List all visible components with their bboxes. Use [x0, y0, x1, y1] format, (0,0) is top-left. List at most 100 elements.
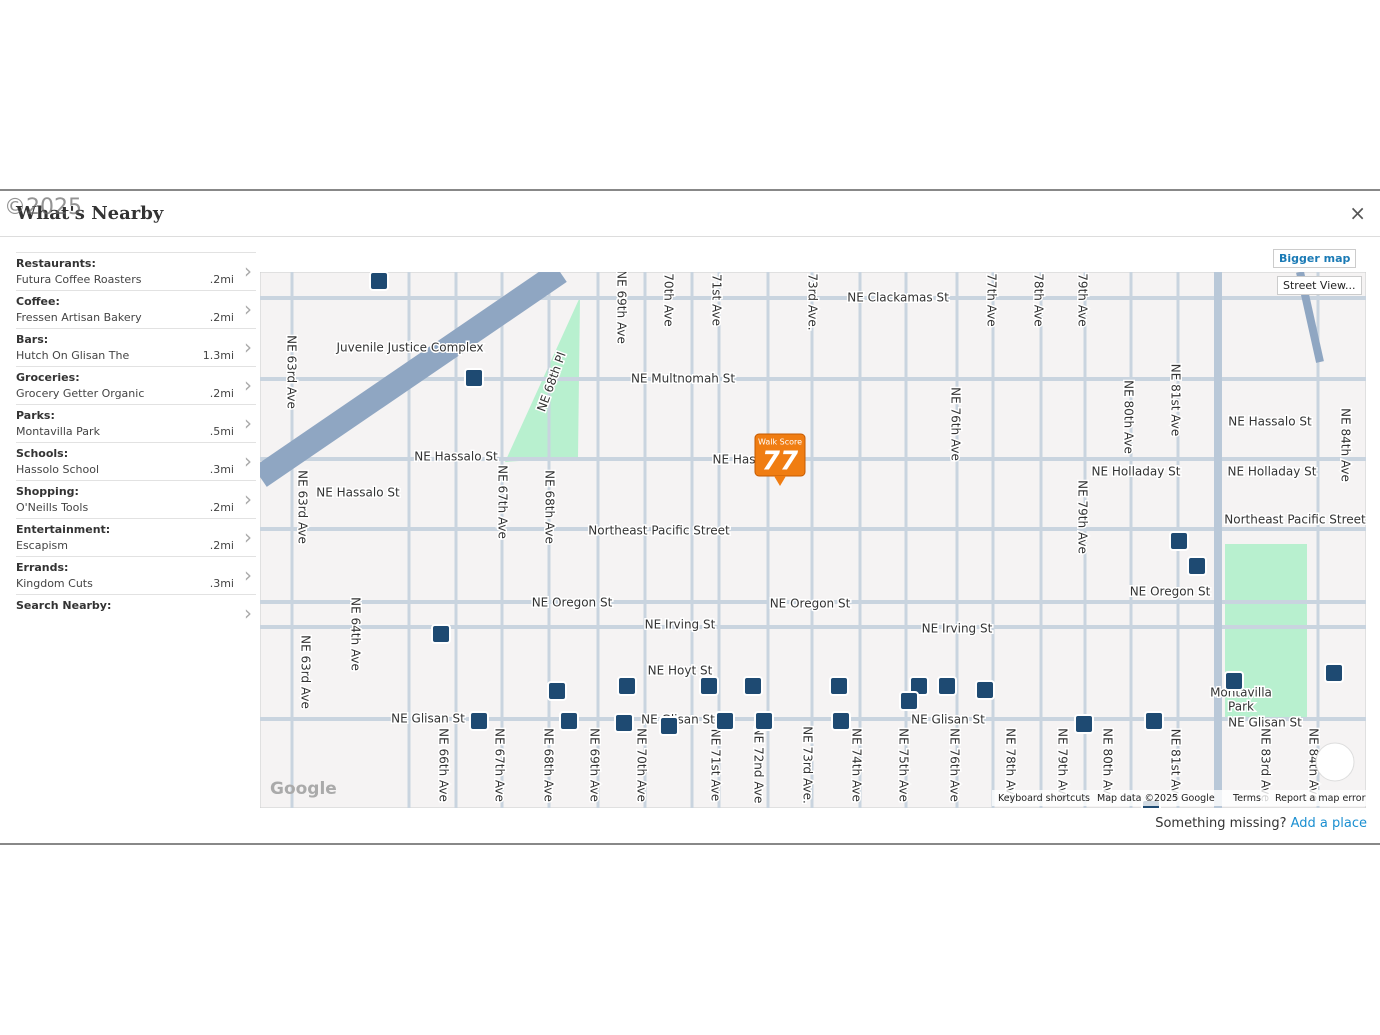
street-label: NE 69th Ave — [615, 272, 629, 344]
street-label: NE Hassalo St — [316, 486, 400, 500]
street-label: NE Has — [712, 453, 755, 467]
poi-icon — [831, 711, 851, 731]
street-label: NE 71st Ave — [709, 729, 723, 801]
attribution: Terms — [1232, 793, 1261, 804]
street-label: NE 68th Ave — [542, 728, 556, 802]
poi-icon — [829, 676, 849, 696]
street-view-button[interactable]: Street View... — [1277, 276, 1362, 295]
distance: .5mi — [209, 425, 234, 438]
freeway — [260, 272, 567, 487]
street-label: NE 72nd Ave — [752, 727, 766, 804]
category: Entertainment: — [16, 523, 111, 536]
close-button[interactable]: × — [1349, 201, 1366, 225]
poi-icon — [464, 368, 484, 388]
arrow: › — [244, 297, 252, 321]
distance: .2mi — [209, 539, 234, 552]
poi-icon — [547, 681, 567, 701]
modal: What's Nearby ©2025 × Restaurants: Futura… — [0, 189, 1380, 845]
place: Fressen Artisan Bakery — [16, 311, 142, 324]
poi-icon — [559, 711, 579, 731]
arrow: › — [244, 411, 252, 435]
poi-icon — [1169, 531, 1189, 551]
arrow: › — [244, 373, 252, 397]
street-label: 79th Ave — [1076, 273, 1090, 326]
walk-score-pointer — [774, 476, 786, 486]
arrow: › — [244, 563, 252, 587]
divider — [0, 236, 1380, 237]
distance: 1.3mi — [202, 349, 234, 362]
poi-icon — [1224, 671, 1244, 691]
map[interactable]: NE Clackamas St NE Multnomah St NE Hassalo… — [260, 272, 1366, 808]
nearby-item[interactable]: Groceries: Grocery Getter Organic .2mi › — [16, 366, 256, 404]
category: Parks: — [16, 409, 55, 422]
nearby-item[interactable]: Schools: Hassolo School .3mi › — [16, 442, 256, 480]
category: Search Nearby: — [16, 599, 112, 612]
street-label: 77th Ave — [985, 273, 999, 326]
street-label: NE 78th Ave — [1004, 728, 1018, 802]
street-label: NE Glisan St — [911, 713, 985, 727]
street-label: NE Glisan St — [391, 712, 465, 726]
google-logo: Google — [270, 779, 337, 799]
category: Bars: — [16, 333, 49, 346]
street-label: NE Hassalo St — [414, 450, 498, 464]
footer: Something missing? Add a place — [1155, 816, 1367, 831]
place: Futura Coffee Roasters — [16, 273, 142, 286]
map-control — [1315, 742, 1355, 782]
street-label: NE 63rd Ave — [285, 335, 299, 409]
nearby-item[interactable]: Shopping: O'Neills Tools .2mi › — [16, 480, 256, 518]
street-label: NE 79th Ave — [1076, 480, 1090, 554]
street-label: NE 66th Ave — [437, 728, 451, 802]
nearby-item[interactable]: Search Nearby: › — [16, 594, 256, 632]
poi-icon — [369, 272, 389, 291]
nearby-item[interactable]: Coffee: Fressen Artisan Bakery .2mi › — [16, 290, 256, 328]
street-label: NE 63rd Ave — [296, 470, 310, 544]
walk-score-label: Walk Score — [758, 438, 802, 447]
street-label: NE 68th Ave — [543, 470, 557, 544]
arrow: › — [244, 525, 252, 549]
poi-icon — [1074, 714, 1094, 734]
bigger-map-link[interactable]: Bigger map — [1273, 249, 1357, 268]
category: Coffee: — [16, 295, 60, 308]
street-label: 73rd Ave. — [806, 273, 820, 330]
attribution: Report a map error — [1275, 793, 1366, 804]
street-label: NE Oregon St — [770, 597, 851, 611]
nearby-item[interactable]: Restaurants: Futura Coffee Roasters .2mi › — [16, 252, 256, 290]
distance: .2mi — [209, 501, 234, 514]
street-label: NE Multnomah St — [631, 372, 735, 386]
poi-icon — [1324, 663, 1344, 683]
street-label: NE Hoyt St — [648, 664, 713, 678]
nearby-item[interactable]: Entertainment: Escapism .2mi › — [16, 518, 256, 556]
add-place-link[interactable]: Add a place — [1290, 816, 1367, 831]
place: Escapism — [16, 539, 68, 552]
place: Kingdom Cuts — [16, 577, 93, 590]
distance: .3mi — [209, 577, 234, 590]
poi-icon — [617, 676, 637, 696]
nearby-item[interactable]: Bars: Hutch On Glisan The 1.3mi › — [16, 328, 256, 366]
street-label: NE 70th Ave — [635, 728, 649, 802]
nearby-item[interactable]: Parks: Montavilla Park .5mi › — [16, 404, 256, 442]
street-label: NE Holladay St — [1092, 465, 1181, 479]
street-label: NE 67th Ave — [493, 728, 507, 802]
poi-icon — [614, 713, 634, 733]
street-label: NE Hassalo St — [1228, 415, 1312, 429]
street-label: NE 84th Ave — [1339, 408, 1353, 482]
street-label: 70th Ave — [662, 273, 676, 326]
poi-icon — [743, 676, 763, 696]
distance: .3mi — [209, 463, 234, 476]
walk-score: 77 — [762, 447, 799, 477]
poi-icon — [715, 711, 735, 731]
arrow: › — [244, 601, 252, 625]
category: Groceries: — [16, 371, 80, 384]
street-label: NE 84th Ave — [1307, 728, 1321, 802]
nearby-item[interactable]: Errands: Kingdom Cuts .3mi › — [16, 556, 256, 594]
street-label: NE 76th Ave — [948, 728, 962, 802]
street-label: 71st Ave — [710, 274, 724, 326]
street-label: NE 80th Ave — [1122, 380, 1136, 454]
poi-icon — [754, 711, 774, 731]
poi-icon — [1187, 556, 1207, 576]
distance: .2mi — [209, 387, 234, 400]
street-label: NE Clackamas St — [847, 291, 949, 305]
sidebar: Restaurants: Futura Coffee Roasters .2mi › C… — [16, 252, 256, 632]
street-label: Northeast Pacific Street — [588, 524, 730, 538]
